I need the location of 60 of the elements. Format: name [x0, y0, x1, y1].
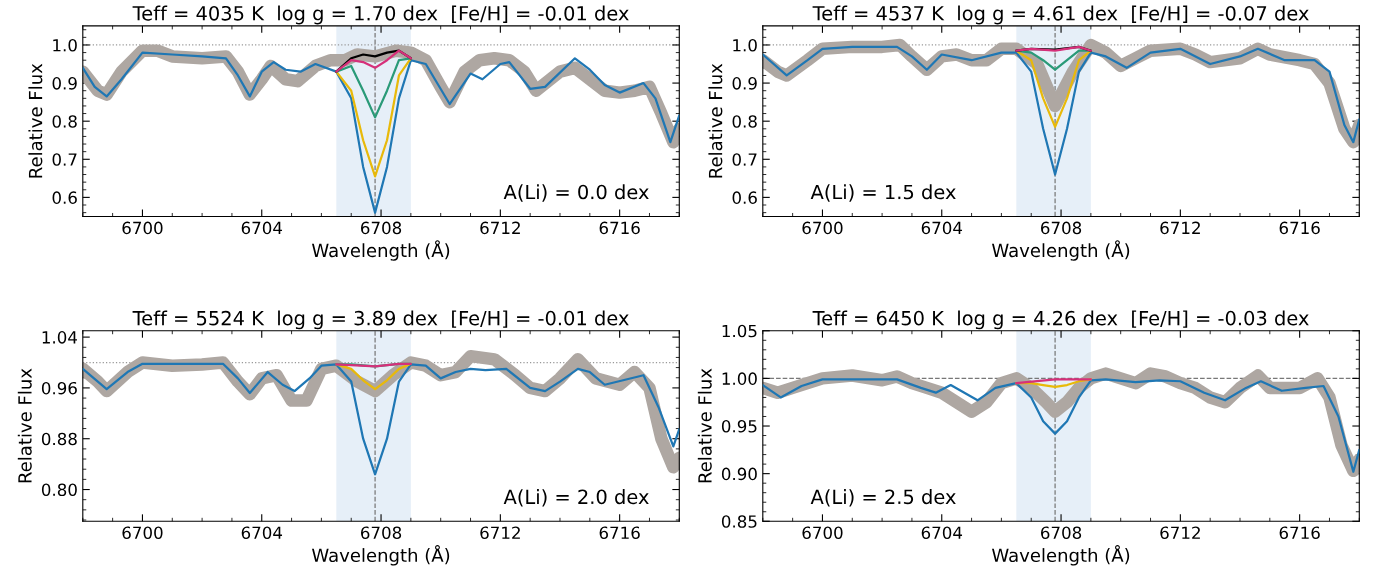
x-tick-label: 6700 [122, 221, 163, 235]
y-tick-label: 1.04 [42, 331, 77, 344]
x-tick-label: 6700 [122, 526, 163, 540]
x-tick-label: 6708 [1041, 526, 1082, 540]
y-tick-label: 0.85 [721, 515, 757, 528]
x-tick-label: 6716 [599, 221, 640, 235]
line-series [762, 45, 1360, 176]
y-tick-label: 0.9 [52, 77, 77, 90]
y-tick-label: 0.7 [52, 153, 77, 166]
line-series [335, 49, 412, 73]
x-tick-label: 6704 [241, 221, 283, 235]
annotation: A(Li) = 2.5 dex [810, 489, 956, 507]
line-series [335, 57, 412, 178]
y-tick-label: 1.0 [53, 38, 77, 52]
x-tick-label: 6704 [241, 526, 283, 540]
chart-title: Teff = 6450 K log g = 4.26 dex [Fe/H] = -0.03 dex [812, 310, 1309, 330]
annotation: A(Li) = 0.0 dex [503, 184, 649, 202]
y-tick-label: 0.80 [41, 483, 77, 497]
x-tick-label: 6700 [802, 526, 843, 540]
x-axis-title: Wavelength (Å) [992, 545, 1130, 566]
x-tick-label: 6716 [1279, 221, 1320, 235]
y-tick-label: 0.7 [732, 153, 757, 166]
line-series [335, 57, 412, 119]
y-axis-title: Relative Flux [708, 63, 723, 178]
y-tick-label: 0.6 [732, 191, 757, 204]
x-tick-label: 6708 [1041, 221, 1082, 235]
y-tick-label: 1.00 [722, 372, 757, 385]
annotation: A(Li) = 1.5 dex [810, 184, 956, 202]
x-axis-title: Wavelength (Å) [312, 545, 450, 566]
x-tick-label: 6700 [802, 221, 843, 235]
x-axis-title: Wavelength (Å) [992, 240, 1130, 261]
y-axis-title: Relative Flux [28, 63, 43, 178]
y-tick-label: 1.05 [722, 324, 757, 338]
x-tick-label: 6712 [1160, 526, 1200, 540]
chart-title: Teff = 4537 K log g = 4.61 dex [Fe/H] = -0.07 dex [812, 5, 1309, 25]
x-tick-label: 6708 [361, 526, 402, 540]
y-tick-label: 0.96 [41, 381, 77, 395]
chart-title: Teff = 5524 K log g = 3.89 dex [Fe/H] = -0.01 dex [132, 310, 629, 330]
x-tick-label: 6712 [1160, 221, 1200, 235]
y-tick-label: 0.6 [52, 191, 77, 204]
x-axis-title: Wavelength (Å) [312, 240, 450, 261]
x-tick-label: 6712 [480, 221, 520, 235]
x-tick-label: 6716 [599, 526, 640, 540]
x-tick-label: 6716 [1279, 526, 1320, 540]
y-axis-title: Relative Flux [697, 368, 712, 483]
y-axis-title: Relative Flux [17, 368, 32, 483]
x-tick-label: 6704 [921, 526, 963, 540]
annotation: A(Li) = 2.0 dex [503, 489, 649, 507]
y-tick-label: 0.95 [721, 419, 757, 433]
x-tick-label: 6712 [480, 526, 520, 540]
y-tick-label: 1.0 [733, 38, 757, 52]
y-tick-label: 0.9 [732, 77, 757, 90]
y-tick-label: 0.8 [52, 115, 77, 128]
y-tick-label: 0.8 [732, 115, 757, 128]
x-tick-label: 6704 [921, 221, 963, 235]
chart-title: Teff = 4035 K log g = 1.70 dex [Fe/H] = -0.01 dex [132, 5, 629, 25]
line-series [1015, 49, 1092, 129]
y-tick-label: 0.88 [41, 432, 77, 446]
x-tick-label: 6708 [361, 221, 402, 235]
y-tick-label: 0.90 [721, 467, 757, 481]
